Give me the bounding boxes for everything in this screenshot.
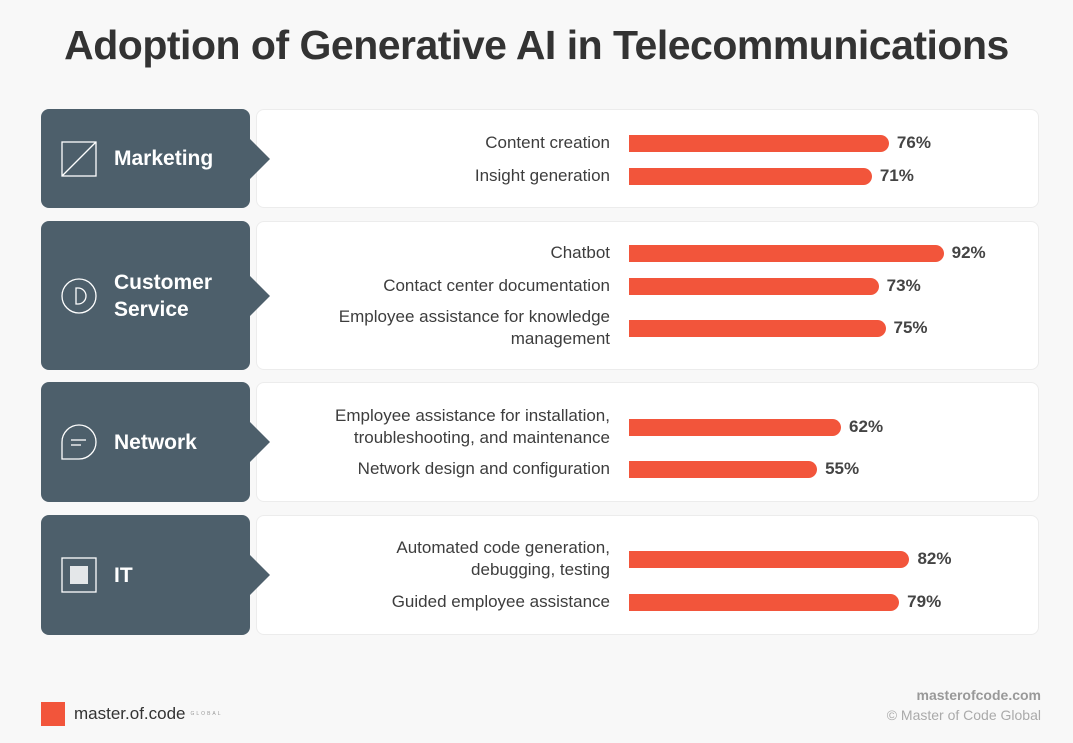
data-label: 82% bbox=[917, 549, 952, 568]
bar bbox=[629, 461, 818, 478]
category-label: Marketing bbox=[114, 147, 214, 170]
category-it: IT bbox=[41, 515, 270, 635]
bar-label: Insight generation bbox=[474, 166, 610, 185]
group-card: Chatbot 92% Contact center documentation 73… bbox=[256, 221, 1039, 370]
bar bbox=[629, 594, 900, 611]
grid-square-icon bbox=[61, 557, 97, 593]
data-label: 75% bbox=[893, 318, 928, 337]
bar-label: Employee assistance for installation, tro… bbox=[335, 406, 610, 447]
group-card: Content creation 76% Insight generation 71% bbox=[256, 109, 1039, 208]
bar bbox=[629, 168, 872, 185]
circle-d-icon bbox=[61, 277, 97, 314]
logo: master.of.code GLOBAL bbox=[41, 702, 223, 726]
arrow-pointer bbox=[250, 555, 270, 595]
bar bbox=[629, 135, 889, 152]
group-card: Automated code generation, debugging, tes… bbox=[256, 515, 1039, 635]
bar-label: Content creation bbox=[485, 133, 610, 152]
arrow-pointer bbox=[250, 422, 270, 462]
bar-label: Chatbot bbox=[550, 243, 610, 262]
square-slash-icon bbox=[61, 140, 97, 177]
data-label: 71% bbox=[879, 166, 914, 185]
bar bbox=[629, 551, 910, 568]
bar bbox=[629, 419, 842, 436]
category-customer-service: Customer Service bbox=[41, 221, 270, 370]
category-network: Network bbox=[41, 382, 270, 502]
bar-label: Employee assistance for knowledge managem… bbox=[338, 307, 610, 348]
bar-label: Automated code generation, debugging, tes… bbox=[396, 538, 610, 579]
logo-text: master.of.code bbox=[74, 704, 186, 723]
arrow-pointer bbox=[250, 138, 270, 179]
logo-subtext: GLOBAL bbox=[190, 711, 223, 717]
bar bbox=[629, 320, 886, 337]
data-label: 62% bbox=[849, 417, 884, 436]
bar bbox=[629, 278, 879, 295]
category-label: Customer Service bbox=[114, 270, 213, 321]
bar-label: Contact center documentation bbox=[383, 276, 610, 295]
category-marketing: Marketing bbox=[41, 109, 270, 208]
data-label: 55% bbox=[825, 459, 860, 478]
data-label: 73% bbox=[886, 276, 921, 295]
bar bbox=[629, 245, 944, 262]
website: masterofcode.com bbox=[916, 687, 1041, 703]
chart-title: Adoption of Generative AI in Telecommuni… bbox=[64, 22, 1009, 68]
data-label: 79% bbox=[907, 592, 942, 611]
copyright: © Master of Code Global bbox=[886, 707, 1041, 723]
category-label: Network bbox=[114, 430, 197, 454]
bar-label: Network design and configuration bbox=[357, 459, 610, 478]
arrow-pointer bbox=[250, 275, 270, 316]
category-label: IT bbox=[114, 563, 133, 587]
data-label: 76% bbox=[896, 133, 931, 152]
bar-label: Guided employee assistance bbox=[391, 592, 610, 611]
data-label: 92% bbox=[951, 243, 986, 262]
logo-mark-icon bbox=[41, 702, 65, 726]
chat-bubble-icon bbox=[61, 424, 97, 460]
group-card: Employee assistance for installation, tro… bbox=[256, 382, 1039, 502]
